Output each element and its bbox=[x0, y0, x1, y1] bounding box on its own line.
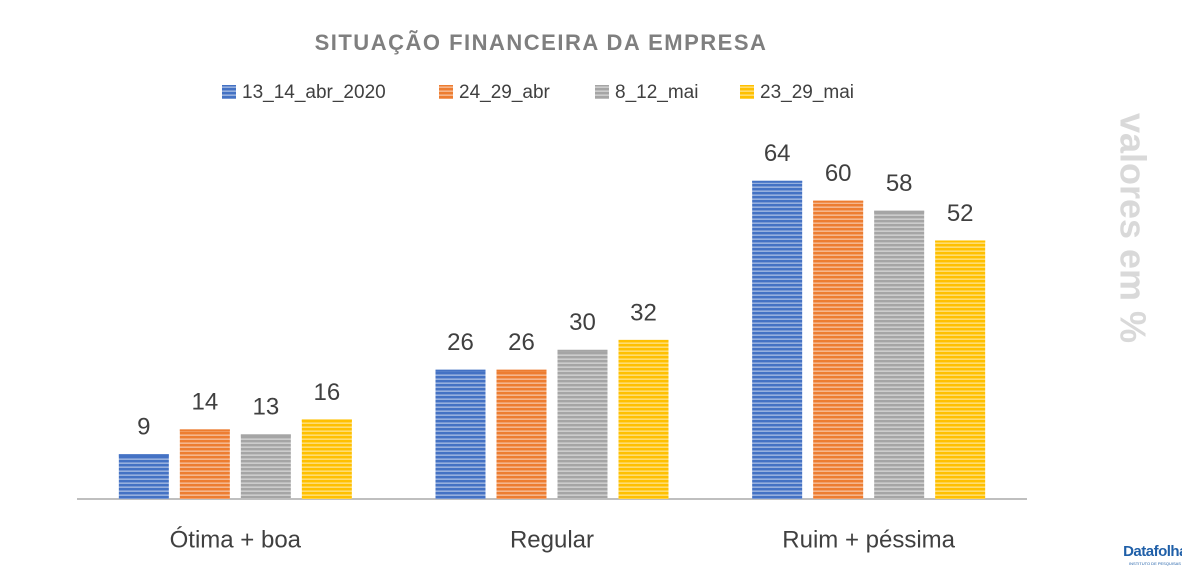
bar bbox=[557, 349, 608, 499]
x-tick-label: Ruim + péssima bbox=[782, 526, 955, 553]
legend-label: 23_29_mai bbox=[760, 82, 854, 103]
legend-swatch bbox=[740, 85, 754, 99]
bar bbox=[179, 429, 230, 499]
legend-swatch bbox=[595, 85, 609, 99]
data-label: 26 bbox=[447, 329, 474, 356]
axis-note: valores em % bbox=[1112, 113, 1153, 343]
logo: Datafolha bbox=[1123, 543, 1182, 560]
data-label: 26 bbox=[508, 329, 535, 356]
legend-label: 24_29_abr bbox=[459, 82, 551, 103]
bar-top bbox=[752, 180, 803, 183]
bar-top bbox=[618, 339, 669, 342]
bar bbox=[752, 180, 803, 500]
bar bbox=[813, 200, 864, 499]
logo-tagline: INSTITUTO DE PESQUISAS bbox=[1129, 561, 1181, 566]
bar-top bbox=[496, 369, 547, 372]
legend-swatch bbox=[222, 85, 236, 99]
bar-top bbox=[435, 369, 486, 372]
legend-swatch bbox=[439, 85, 453, 99]
bar-top bbox=[935, 240, 986, 243]
bar bbox=[935, 240, 986, 499]
data-label: 32 bbox=[630, 299, 657, 326]
data-label: 58 bbox=[886, 170, 913, 197]
data-label: 14 bbox=[191, 389, 218, 416]
bar-top bbox=[301, 419, 352, 422]
bar bbox=[118, 454, 169, 499]
bar bbox=[435, 369, 486, 499]
x-tick-label: Ótima + boa bbox=[170, 526, 302, 553]
bar bbox=[301, 419, 352, 499]
bar bbox=[496, 369, 547, 499]
legend-label: 8_12_mai bbox=[615, 82, 698, 103]
legend-label: 13_14_abr_2020 bbox=[242, 82, 386, 103]
data-label: 9 bbox=[137, 414, 150, 441]
bar bbox=[874, 210, 925, 499]
bar-top bbox=[179, 429, 230, 432]
bar-top bbox=[240, 434, 291, 437]
data-label: 52 bbox=[947, 200, 974, 227]
data-label: 60 bbox=[825, 160, 852, 187]
bar-top bbox=[118, 454, 169, 457]
bar-top bbox=[874, 210, 925, 213]
data-label: 16 bbox=[313, 379, 340, 406]
chart-title: SITUAÇÃO FINANCEIRA DA EMPRESA bbox=[315, 30, 768, 55]
data-label: 30 bbox=[569, 309, 596, 336]
bar bbox=[240, 434, 291, 499]
x-tick-label: Regular bbox=[510, 526, 594, 553]
bar-top bbox=[557, 349, 608, 352]
bar bbox=[618, 339, 669, 499]
data-label: 64 bbox=[764, 140, 791, 167]
bar-top bbox=[813, 200, 864, 203]
data-label: 13 bbox=[252, 394, 279, 421]
